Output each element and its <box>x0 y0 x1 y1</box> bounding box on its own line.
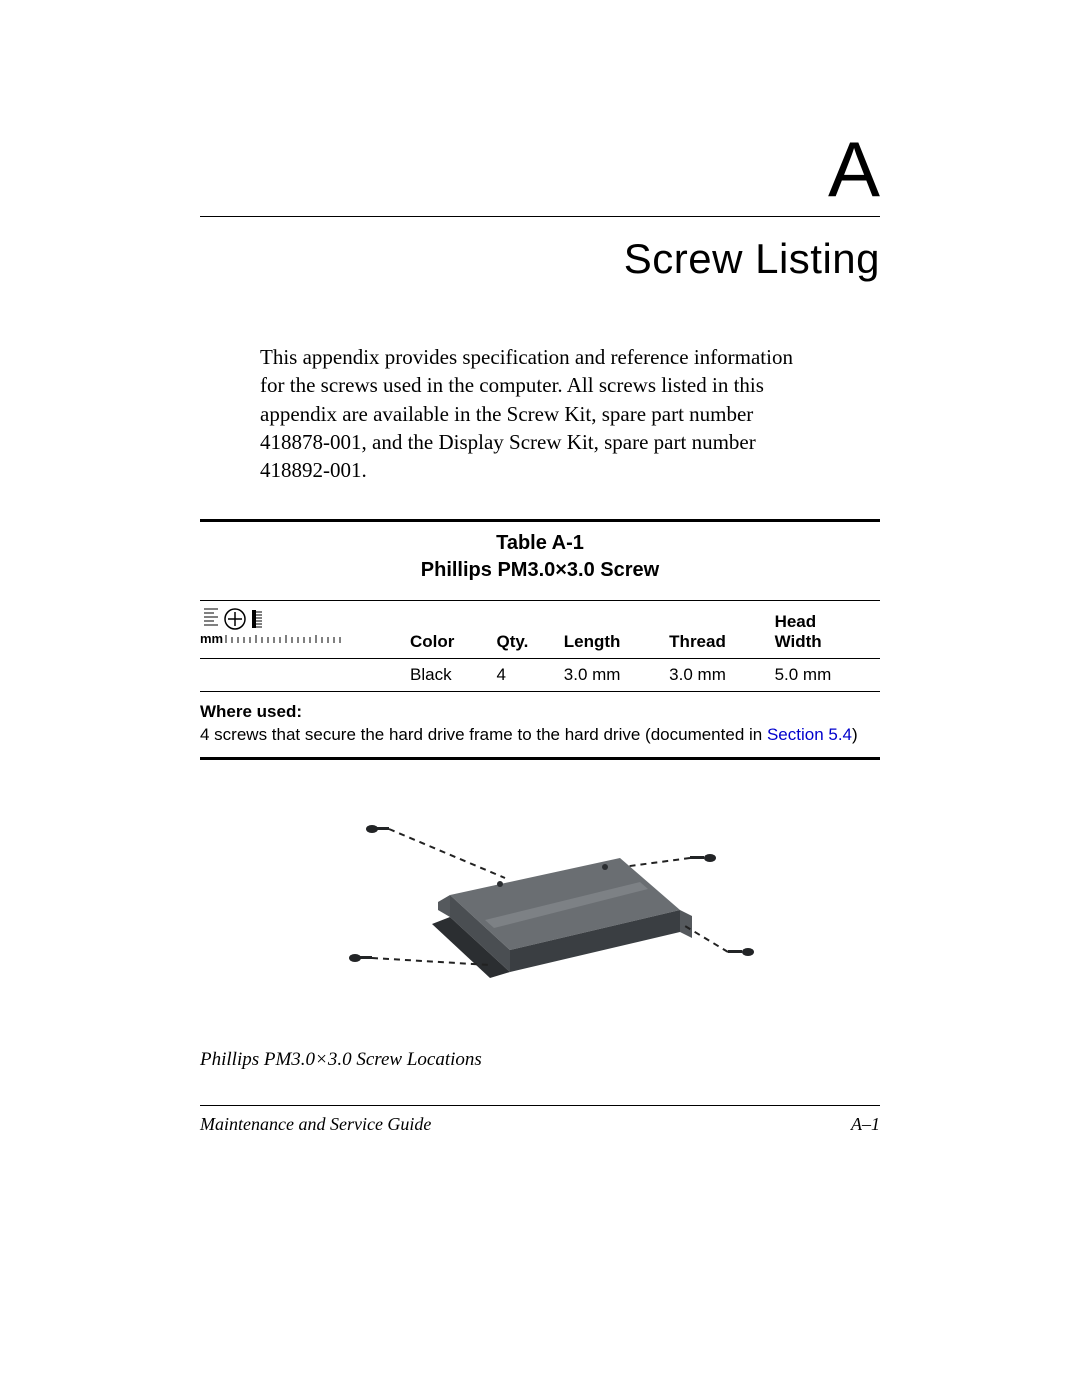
figure-caption: Phillips PM3.0×3.0 Screw Locations <box>200 1049 880 1071</box>
table-top-rule <box>200 519 880 522</box>
appendix-letter: A <box>200 130 880 208</box>
ruler-screw-icon: mm <box>200 607 360 652</box>
svg-text:mm: mm <box>200 631 223 646</box>
leader-line <box>389 829 505 878</box>
where-used-prefix: 4 screws that secure the hard drive fram… <box>200 725 767 744</box>
cell-color: Black <box>410 658 497 691</box>
section-link[interactable]: Section 5.4 <box>767 725 852 744</box>
col-head-width: HeadWidth <box>775 600 880 658</box>
table-bottom-rule <box>200 757 880 760</box>
col-qty: Qty. <box>497 600 564 658</box>
where-used-label: Where used: <box>200 702 880 722</box>
spec-table: mm <box>200 600 880 692</box>
cell-qty: 4 <box>497 658 564 691</box>
figure: Phillips PM3.0×3.0 Screw Locations <box>200 800 880 1071</box>
footer-right: A–1 <box>851 1114 880 1135</box>
scale-icon-cell: mm <box>200 600 410 658</box>
page-footer: Maintenance and Service Guide A–1 <box>200 1114 880 1135</box>
screw-front-right <box>728 948 754 956</box>
table-block: Table A-1 Phillips PM3.0×3.0 Screw <box>200 519 880 760</box>
cell-head-width: 5.0 mm <box>775 658 880 691</box>
cell-thread: 3.0 mm <box>669 658 774 691</box>
col-thread: Thread <box>669 600 774 658</box>
where-used-text: 4 screws that secure the hard drive fram… <box>200 724 880 747</box>
hard-drive-body <box>432 858 692 978</box>
screw-back-right <box>690 854 716 862</box>
col-color: Color <box>410 600 497 658</box>
footer-rule <box>200 1105 880 1106</box>
screw-front-left <box>349 954 372 962</box>
table-title: Phillips PM3.0×3.0 Screw <box>200 559 880 582</box>
hard-drive-diagram <box>290 800 790 1030</box>
table-label: Table A-1 <box>200 532 880 555</box>
page-content: A Screw Listing This appendix provides s… <box>200 130 880 1135</box>
col-length: Length <box>564 600 669 658</box>
section-title: Screw Listing <box>200 235 880 283</box>
table-header-row: mm <box>200 600 880 658</box>
table-row: Black 4 3.0 mm 3.0 mm 5.0 mm <box>200 658 880 691</box>
cell-length: 3.0 mm <box>564 658 669 691</box>
screw-back-left <box>366 825 389 833</box>
title-rule <box>200 216 880 217</box>
intro-paragraph: This appendix provides specification and… <box>260 343 820 485</box>
footer-left: Maintenance and Service Guide <box>200 1114 431 1135</box>
where-used-suffix: ) <box>852 725 858 744</box>
